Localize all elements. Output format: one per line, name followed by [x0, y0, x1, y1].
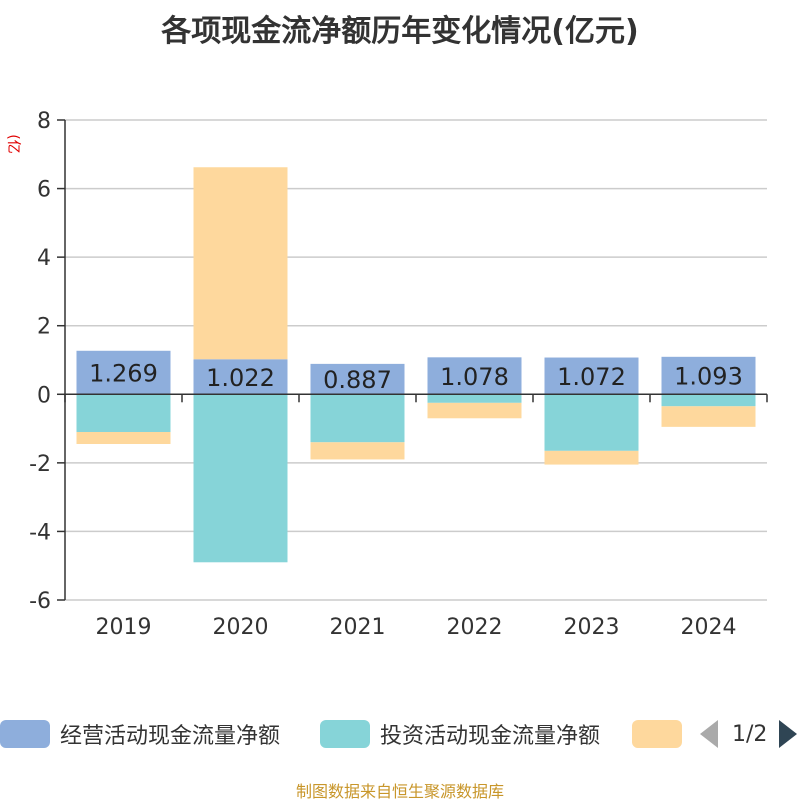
- x-tick-label: 2023: [564, 615, 620, 640]
- legend-swatch-operating: [0, 720, 50, 748]
- bar-segment: [661, 356, 756, 395]
- x-tick-label: 2021: [330, 615, 386, 640]
- bar-segment: [193, 394, 288, 563]
- bar-segment: [544, 450, 639, 465]
- bar-segment: [544, 394, 639, 451]
- next-page-icon[interactable]: [779, 720, 798, 748]
- data-label: 0.887: [323, 366, 392, 394]
- y-tick-label: -6: [29, 589, 51, 614]
- bar-segment: [76, 432, 171, 444]
- bar-segment: [427, 394, 522, 403]
- data-label: 1.269: [89, 360, 158, 388]
- bar-segment: [310, 442, 405, 460]
- legend-page-indicator: 1/2: [732, 721, 768, 747]
- prev-page-icon[interactable]: [700, 720, 718, 748]
- data-label: 1.022: [206, 364, 275, 392]
- legend-label-investing: 投资活动现金流量净额: [380, 724, 601, 749]
- grid-layer: [65, 119, 767, 601]
- bar-layer: [76, 167, 756, 563]
- y-tick-label: 8: [37, 109, 51, 134]
- y-tick-label: 2: [37, 315, 51, 340]
- bar-segment: [76, 350, 171, 395]
- bar-segment: [193, 359, 288, 395]
- legend-label-operating: 经营活动现金流量净额: [60, 724, 281, 749]
- source-note: 制图数据来自恒生聚源数据库: [295, 782, 504, 801]
- data-label: 1.078: [440, 363, 509, 391]
- y-tick-label: 4: [37, 246, 51, 271]
- legend-swatch-investing: [320, 720, 370, 748]
- legend-item-investing[interactable]: 投资活动现金流量净额: [320, 716, 600, 752]
- bar-segment: [76, 394, 171, 432]
- y-tick-label: -2: [29, 452, 51, 477]
- bar-segment: [310, 394, 405, 443]
- y-tick-label: -4: [29, 520, 51, 545]
- y-tick-label: 0: [37, 383, 51, 408]
- legend-item-operating[interactable]: 经营活动现金流量净额: [0, 716, 280, 752]
- bar-segment: [310, 363, 405, 395]
- bar-segment: [661, 394, 756, 407]
- label-layer: 1.269 1.022 0.887 1.078 1.072 1.093: [89, 360, 743, 395]
- x-tick-label: 2022: [447, 615, 503, 640]
- legend: 经营活动现金流量净额 投资活动现金流量净额: [0, 716, 800, 752]
- x-tick-label: 2020: [213, 615, 269, 640]
- y-tick-label: 6: [37, 178, 51, 203]
- chart-title: 各项现金流净额历年变化情况(亿元): [161, 14, 639, 49]
- bar-segment: [661, 406, 756, 427]
- bar-segment: [193, 167, 288, 360]
- legend-swatch-financing: [632, 720, 682, 748]
- bar-segment: [427, 402, 522, 419]
- axis-layer: 8 6 4 2 0 -2 -4 -6 2019 2020 2021 2022 2023 2024: [29, 109, 768, 640]
- x-tick-label: 2024: [681, 615, 737, 640]
- x-tick-label: 2019: [96, 615, 152, 640]
- legend-item-financing[interactable]: [632, 716, 692, 752]
- bar-segment: [427, 357, 522, 395]
- data-label: 1.072: [557, 363, 626, 391]
- legend-pager: 1/2: [700, 716, 798, 752]
- bar-segment: [544, 357, 639, 395]
- data-label: 1.093: [674, 363, 743, 391]
